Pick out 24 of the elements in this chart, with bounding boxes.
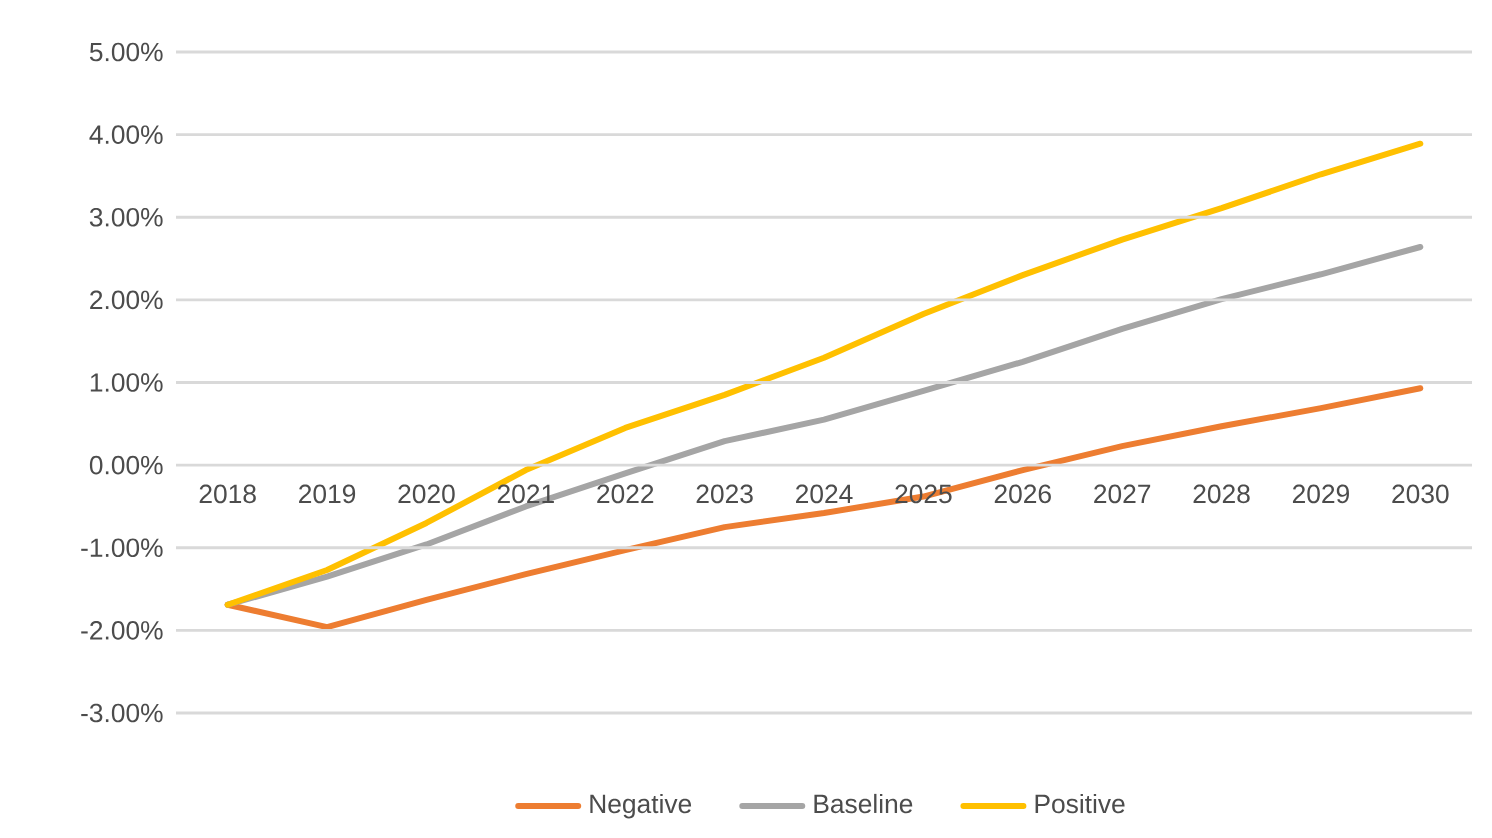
x-tick-label: 2027	[1094, 484, 1151, 504]
legend-label: Negative	[590, 793, 692, 819]
y-tick-label: 5.00%	[89, 42, 163, 62]
y-tick-label: -1.00%	[81, 538, 163, 558]
y-tick-label: 2.00%	[90, 290, 163, 310]
x-tick-label: 2021	[497, 484, 554, 504]
x-tick-label: 2018	[199, 484, 256, 504]
x-tick-label: 2030	[1392, 484, 1449, 504]
x-tick-label: 2019	[299, 484, 356, 504]
y-tick-label: 3.00%	[89, 207, 163, 227]
x-tick-label: 2023	[696, 484, 753, 504]
x-tick-label: 2029	[1292, 484, 1349, 504]
legend-label: Positive	[1035, 793, 1125, 814]
y-tick-label: 0.00%	[89, 455, 163, 475]
x-tick-label: 2020	[398, 484, 455, 504]
y-tick-label: 4.00%	[89, 125, 163, 144]
y-tick-label: 1.00%	[90, 373, 163, 392]
x-tick-label: 2026	[994, 484, 1051, 504]
y-tick-label: -3.00%	[81, 703, 163, 723]
x-tick-label: 2028	[1193, 484, 1250, 504]
y-tick-label: -2.00%	[81, 621, 163, 640]
legend-label: Baseline	[814, 793, 913, 814]
x-tick-label: 2022	[597, 484, 654, 504]
x-tick-label: 2024	[796, 484, 853, 504]
